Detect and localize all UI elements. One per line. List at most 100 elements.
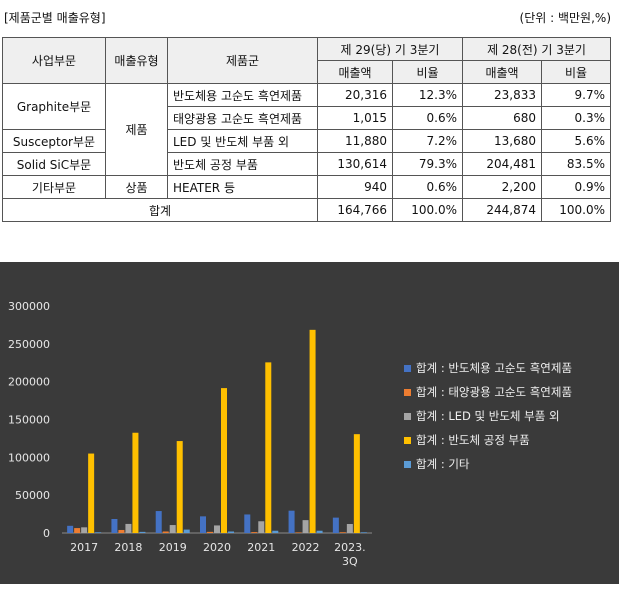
bar	[139, 531, 146, 533]
bar	[74, 528, 81, 533]
x-tick-label: 2022	[292, 541, 320, 554]
col-product-group: 제품군	[167, 37, 318, 84]
cell-total-label: 합계	[2, 198, 318, 222]
cell-cur-amount: 11,880	[317, 129, 393, 153]
bar	[316, 530, 323, 533]
col-sales-type: 매출유형	[105, 37, 168, 84]
bar	[302, 520, 309, 533]
cell-cur-amount: 130,614	[317, 152, 393, 176]
cell-prev-amount: 204,481	[462, 152, 543, 176]
cell-total-prev-amount: 244,874	[462, 198, 543, 222]
bar	[118, 529, 125, 533]
bar	[244, 514, 251, 533]
unit-label: (단위 : 백만원,%)	[519, 11, 611, 25]
x-tick-label: 2021	[247, 541, 275, 554]
x-tick-label: 2019	[159, 541, 187, 554]
cell-cur-ratio: 0.6%	[391, 106, 464, 130]
y-tick-label: 250000	[8, 338, 50, 351]
bar	[272, 530, 279, 533]
table-row: Susceptor부문 LED 및 반도체 부품 외 11,880 7.2% 1…	[2, 129, 612, 153]
bar	[360, 532, 367, 533]
bar	[88, 453, 95, 533]
y-tick-label: 0	[43, 527, 50, 540]
bar	[258, 521, 265, 533]
bar	[169, 525, 176, 533]
table-title: [제품군별 매출유형]	[4, 11, 106, 25]
cell-cur-amount: 1,015	[317, 106, 393, 130]
legend-swatch	[404, 365, 411, 372]
bar	[288, 510, 295, 533]
cell-total-cur-amount: 164,766	[317, 198, 393, 222]
cell-sales-type: 제품	[105, 83, 168, 176]
bar	[251, 532, 258, 533]
cell-total-prev-ratio: 100.0%	[541, 198, 612, 222]
bar	[176, 441, 183, 533]
x-tick-label: 2017	[70, 541, 98, 554]
bar	[183, 529, 190, 533]
bar	[221, 388, 227, 533]
y-tick-label: 50000	[15, 489, 50, 502]
y-tick-label: 100000	[8, 451, 50, 464]
legend-swatch	[404, 437, 411, 444]
x-tick-label: 3Q	[342, 555, 358, 568]
cell-business: Solid SiC부문	[2, 152, 106, 176]
cell-business: 기타부문	[2, 175, 106, 199]
bar-chart: 0 50000 100000 150000 200000 250000 300000 2017…	[0, 262, 619, 584]
col-cur-ratio: 비율	[391, 60, 464, 84]
bar	[309, 329, 316, 533]
table-row: 태양광용 고순도 흑연제품 1,015 0.6% 680 0.3%	[3, 106, 612, 130]
cell-sales-type: 상품	[105, 175, 168, 199]
col-business: 사업부문	[2, 37, 106, 84]
cell-prev-ratio: 9.7%	[541, 83, 612, 107]
col-period-prior: 제 28(전) 기 3분기	[462, 37, 612, 61]
table-row: Graphite부문 제품 반도체용 고순도 흑연제품 20,316 12.3%…	[2, 83, 612, 176]
bar	[353, 434, 360, 533]
legend-label: 합계 : 반도체용 고순도 흑연제품	[416, 361, 572, 375]
bar	[95, 532, 102, 533]
col-cur-amount: 매출액	[317, 60, 393, 84]
legend-label: 합계 : LED 및 반도체 부품 외	[416, 409, 560, 423]
cell-product-group: 태양광용 고순도 흑연제품	[167, 106, 318, 130]
bar	[162, 531, 169, 533]
cell-product-group: 반도체 공정 부품	[167, 152, 318, 176]
col-prev-ratio: 비율	[541, 60, 612, 84]
legend-label: 합계 : 반도체 공정 부품	[416, 433, 530, 447]
bar	[214, 525, 220, 533]
bar	[346, 524, 353, 533]
table-total-row: 합계 164,766 100.0% 244,874 100.0%	[2, 198, 612, 222]
cell-prev-ratio: 83.5%	[541, 152, 612, 176]
y-tick-label: 200000	[8, 376, 50, 389]
cell-prev-ratio: 0.9%	[541, 175, 612, 199]
bar	[125, 523, 132, 533]
cell-cur-ratio: 79.3%	[391, 152, 464, 176]
cell-product-group: 반도체용 고순도 흑연제품	[167, 83, 318, 107]
x-tick-label: 2020	[203, 541, 231, 554]
product-sales-table: 사업부문 매출유형 제품군 제 29(당) 기 3분기 제 28(전) 기 3분…	[2, 37, 612, 222]
legend-label: 합계 : 태양광용 고순도 흑연제품	[416, 385, 572, 399]
cell-business: Susceptor부문	[2, 129, 106, 153]
bar	[111, 519, 118, 533]
cell-total-cur-ratio: 100.0%	[391, 198, 464, 222]
bar	[228, 531, 234, 533]
cell-prev-amount: 680	[462, 106, 543, 130]
bar	[265, 362, 272, 533]
x-tick-label: 2023.	[334, 541, 366, 554]
legend-swatch	[404, 413, 411, 420]
bar	[339, 532, 346, 533]
cell-prev-amount: 2,200	[462, 175, 543, 199]
table-subheader-row: 매출액 비율 매출액 비율	[3, 60, 612, 84]
cell-prev-ratio: 0.3%	[541, 106, 612, 130]
x-tick-label: 2018	[114, 541, 142, 554]
cell-cur-amount: 940	[317, 175, 393, 199]
legend-label: 합계 : 기타	[416, 457, 470, 471]
table-row: 기타부문 상품 HEATER 등 940 0.6% 2,200 0.9%	[2, 175, 612, 199]
col-period-current: 제 29(당) 기 3분기	[316, 37, 464, 61]
bar	[295, 532, 302, 533]
bar	[155, 511, 162, 533]
cell-product-group: HEATER 등	[167, 175, 318, 199]
legend-swatch	[404, 389, 411, 396]
table-header-row: 사업부문 매출유형 제품군 제 29(당) 기 3분기 제 28(전) 기 3분…	[2, 37, 612, 84]
cell-cur-ratio: 7.2%	[391, 129, 464, 153]
cell-business: Graphite부문	[2, 83, 106, 130]
bar	[207, 531, 213, 533]
